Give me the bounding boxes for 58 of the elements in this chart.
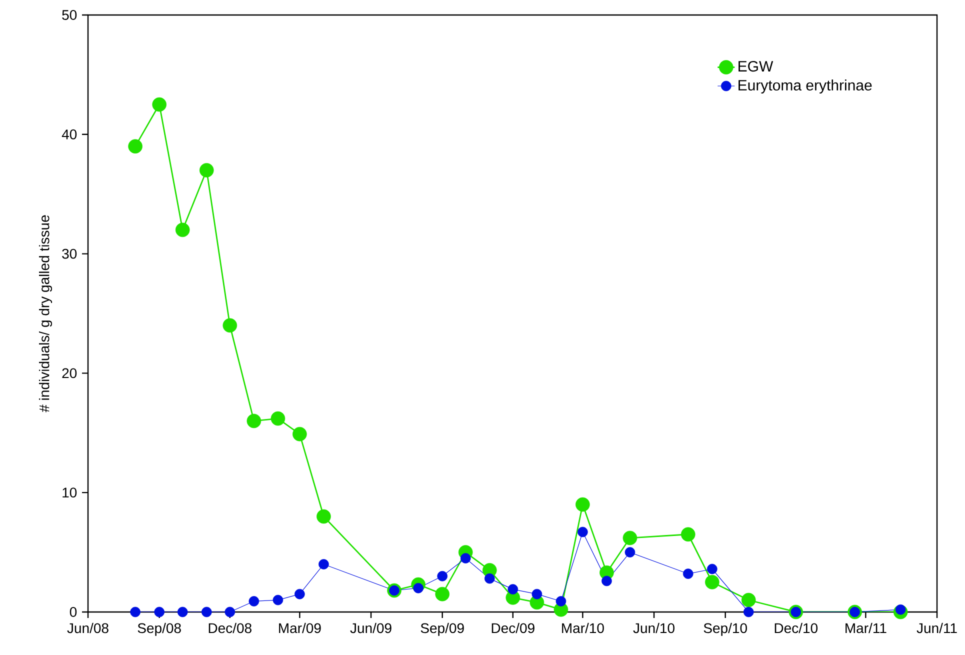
x-tick-label: Mar/11 [846, 622, 886, 634]
point [680, 527, 696, 542]
x-tick-label: Dec/09 [492, 622, 534, 634]
point [318, 559, 329, 570]
point [177, 606, 188, 618]
x-tick-label: Jun/11 [916, 622, 957, 634]
point [201, 606, 212, 618]
y-tick-label: 40 [62, 129, 77, 140]
point [246, 414, 262, 428]
y-tick-label: 50 [62, 10, 77, 20]
x-tick-label: Jun/08 [67, 622, 108, 634]
point [199, 163, 214, 178]
point [743, 606, 754, 618]
point [578, 526, 588, 538]
x-tick-label: Jun/10 [633, 622, 674, 634]
point [272, 594, 284, 606]
point [248, 596, 260, 606]
legend-label: Eurytoma erythrinae [738, 80, 872, 94]
point [175, 222, 190, 238]
point [624, 547, 636, 558]
y-tick-label: 10 [62, 488, 77, 498]
x-tick-label: Mar/10 [562, 622, 604, 634]
point [152, 97, 166, 112]
point [154, 606, 164, 618]
point [707, 564, 718, 574]
point [602, 576, 612, 586]
point [437, 571, 448, 582]
point [741, 592, 756, 608]
point [270, 411, 286, 426]
point [294, 588, 305, 600]
point [622, 530, 638, 546]
point [484, 573, 495, 584]
y-tick-label: 20 [62, 368, 77, 378]
point [556, 596, 566, 606]
point [224, 606, 236, 618]
y-tick-label: 30 [62, 248, 77, 259]
x-tick-label: Sep/08 [138, 622, 181, 636]
point [130, 606, 140, 618]
x-tick-label: Sep/09 [420, 622, 464, 636]
x-tick-label: Dec/10 [774, 622, 818, 634]
x-tick-label: Jun/09 [350, 622, 392, 634]
point [128, 139, 142, 154]
point [705, 574, 720, 590]
legend-label: EGW [738, 60, 774, 72]
point [316, 509, 331, 524]
point [508, 584, 518, 594]
y-axis-title: # individuals/ g dry galled tissue [38, 215, 52, 412]
x-tick-label: Dec/08 [208, 622, 252, 634]
point [292, 426, 307, 442]
point [435, 586, 450, 602]
x-tick-label: Mar/09 [279, 622, 321, 634]
point [682, 568, 694, 579]
point [576, 497, 590, 512]
point [532, 588, 542, 600]
point [460, 553, 471, 564]
point [222, 318, 238, 333]
x-tick-label: Sep/10 [704, 622, 747, 636]
y-tick-label: 0 [70, 607, 77, 617]
